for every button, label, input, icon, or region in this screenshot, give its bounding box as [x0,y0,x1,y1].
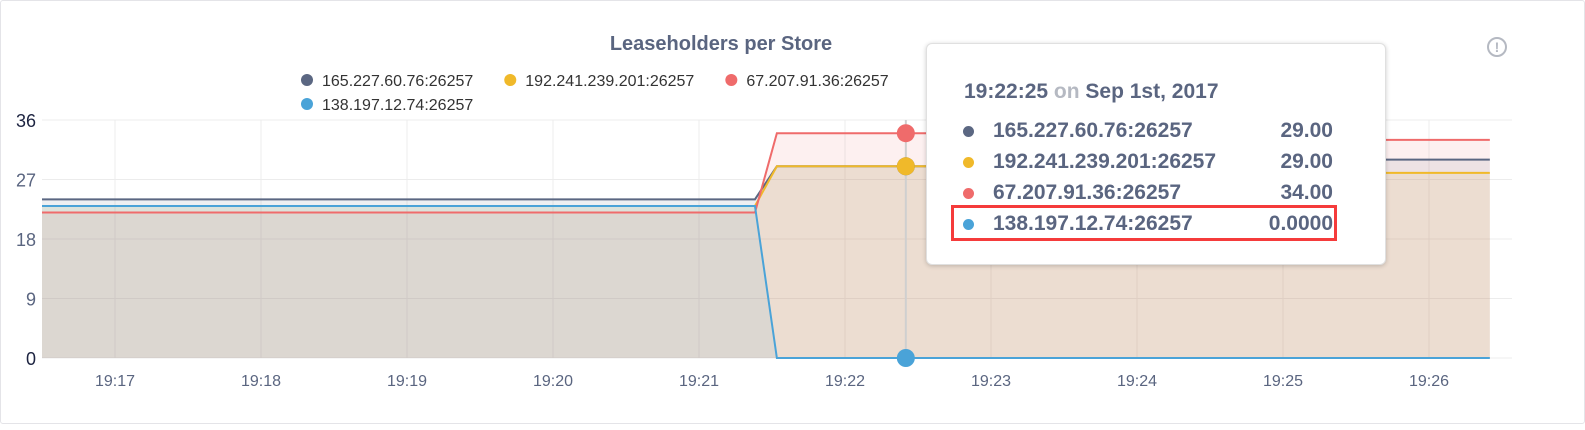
tooltip-series-name: 138.197.12.74:26257 [993,212,1193,235]
legend-item: 192.241.239.201:26257 [525,73,694,90]
x-tick-label: 19:20 [533,373,573,390]
legend-dot-icon [504,74,517,86]
y-tick-label: 27 [16,171,36,191]
y-tick-label: 0 [26,349,36,369]
info-circle-icon[interactable]: ! [1487,37,1507,57]
tooltip-time: 19:22:25 [964,80,1049,103]
x-tick-label: 19:25 [1263,373,1303,390]
legend-item: 165.227.60.76:26257 [322,73,473,90]
tooltip-row: 192.241.239.201:26257 29.00 [963,148,1333,178]
chart-tooltip: 19:22:25 on Sep 1st, 2017 165.227.60.76:… [926,43,1386,265]
series-dot-icon [963,126,974,137]
tooltip-series-name: 192.241.239.201:26257 [993,150,1217,173]
tooltip-date: Sep 1st, 2017 [1085,80,1219,103]
tooltip-row: 138.197.12.74:26257 0.0000 [963,210,1333,240]
y-tick-label: 9 [26,290,36,310]
series-dot-icon [963,157,974,168]
highlight-box [951,205,1337,241]
x-tick-label: 19:19 [387,373,427,390]
legend-dot-icon [301,98,313,110]
x-tick-label: 19:17 [95,373,135,390]
legend-dot-icon [725,74,738,86]
x-tick-label: 19:26 [1409,373,1449,390]
tooltip-series-name: 67.207.91.36:26257 [993,181,1182,204]
legend-dot-icon [301,74,313,86]
series-line [42,204,1490,359]
legend-item: 67.207.91.36:26257 [746,73,888,90]
legend-item: 138.197.12.74:26257 [322,97,473,114]
hover-marker [896,157,915,176]
tooltip-on: on [1053,80,1080,103]
tooltip-series-value: 0.0000 [1268,212,1333,235]
tooltip-row: 165.227.60.76:26257 29.00 [963,117,1333,147]
x-tick-label: 19:21 [679,373,719,390]
tooltip-header: 19:22:25 on Sep 1st, 2017 [964,80,1219,104]
x-tick-label: 19:22 [825,373,865,390]
y-tick-label: 36 [16,111,36,131]
tooltip-row: 67.207.91.36:26257 34.00 [963,179,1333,209]
series-dot-icon [963,219,974,230]
hover-marker [896,124,915,143]
hover-marker [896,349,915,367]
tooltip-series-name: 165.227.60.76:26257 [993,119,1193,142]
chart-title: Leaseholders per Store [609,33,833,55]
x-tick-label: 19:18 [241,373,281,390]
tooltip-series-value: 29.00 [1280,150,1333,173]
x-tick-label: 19:23 [971,373,1011,390]
series-dot-icon [963,188,974,199]
tooltip-series-value: 29.00 [1280,119,1333,142]
x-tick-label: 19:24 [1117,373,1157,390]
y-tick-label: 18 [16,230,36,250]
series-area [42,205,1490,358]
tooltip-series-value: 34.00 [1280,181,1333,204]
